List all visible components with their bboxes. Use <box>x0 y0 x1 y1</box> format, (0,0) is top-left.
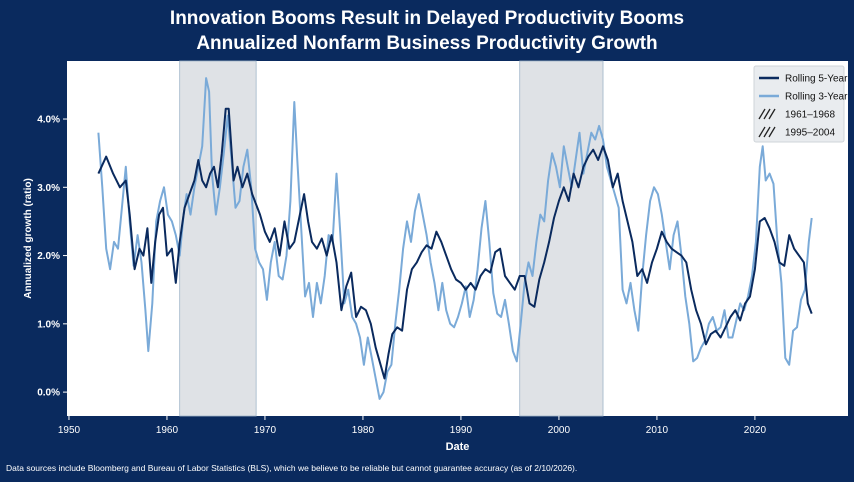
legend-label: Rolling 5-Year <box>785 74 848 85</box>
x-tick-label: 1990 <box>450 425 473 436</box>
chart-title: Innovation Booms Result in Delayed Produ… <box>169 8 685 29</box>
x-tick-label: 2020 <box>744 425 767 436</box>
axes: 1950 1960 1970 1980 1990 2000 2010 2020 0.0% 1.0%… <box>23 115 766 453</box>
x-tick-label: 2010 <box>646 425 669 436</box>
x-axis-label: Date <box>446 441 470 453</box>
series-line-rolling-5-year <box>97 107 813 380</box>
hatch-stroke <box>763 108 771 120</box>
legend-label: 1961–1968 <box>785 110 835 121</box>
y-tick-label: 4.0% <box>37 115 60 126</box>
y-tick-label: 3.0% <box>37 183 60 194</box>
shaded-period-2 <box>519 60 604 417</box>
legend-label: 1995–2004 <box>785 128 835 139</box>
legend-box <box>753 65 845 143</box>
legend-label: Rolling 3-Year <box>785 92 848 103</box>
series-line-rolling-3-year <box>97 77 813 400</box>
y-axis-label: Annualized growth (ratio) <box>23 178 34 299</box>
shaded-periods <box>179 60 604 417</box>
hatch-stroke <box>768 108 776 120</box>
x-tick-label: 1980 <box>352 425 375 436</box>
y-tick-label: 2.0% <box>37 251 60 262</box>
legend-swatch-hatch <box>758 108 776 120</box>
footnote: Data sources include Bloomberg and Burea… <box>6 463 578 473</box>
y-tick-label: 1.0% <box>37 319 60 330</box>
title-block: Innovation Booms Result in Delayed Produ… <box>0 6 854 56</box>
hatch-stroke <box>768 126 776 138</box>
x-tick-label: 2000 <box>548 425 571 436</box>
legend: Rolling 5-Year Rolling 3-Year 1961–1968 199… <box>753 65 848 143</box>
y-tick-label: 0.0% <box>37 388 60 399</box>
legend-swatch-hatch <box>758 126 776 138</box>
chart-subtitle: Annualized Nonfarm Business Productivity… <box>196 33 658 54</box>
shaded-period-1 <box>179 60 257 417</box>
x-tick-label: 1960 <box>156 425 179 436</box>
x-tick-label: 1970 <box>254 425 277 436</box>
hatch-stroke <box>763 126 771 138</box>
x-tick-label: 1950 <box>58 425 81 436</box>
hatch-stroke <box>758 126 766 138</box>
hatch-stroke <box>758 108 766 120</box>
series-lines <box>97 77 813 400</box>
